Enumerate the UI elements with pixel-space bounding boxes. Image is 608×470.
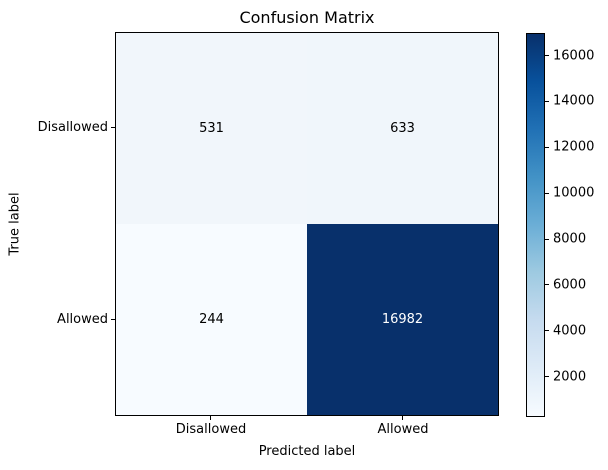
colorbar-tick-mark: [545, 55, 549, 57]
heatmap-cell-true-allowed-pred-allowed: 16982: [307, 224, 498, 415]
colorbar-tick-label: 16000: [553, 48, 595, 64]
y-axis-label: True label: [7, 192, 23, 256]
x-tick-mark: [210, 416, 211, 420]
colorbar-tick-label: 6000: [553, 277, 587, 293]
heatmap-cell-true-disallowed-pred-allowed: 633: [307, 33, 498, 224]
colorbar-tick-mark: [545, 330, 549, 332]
heatmap-cell-true-allowed-pred-disallowed: 244: [116, 224, 307, 415]
colorbar-tick-mark: [545, 284, 549, 286]
colorbar-tick-label: 12000: [553, 139, 595, 155]
chart-title: Confusion Matrix: [239, 8, 375, 27]
x-axis-label: Predicted label: [258, 444, 356, 459]
y-tick-mark: [111, 319, 115, 320]
colorbar-tick-mark: [545, 192, 549, 194]
colorbar-gradient: [526, 33, 545, 417]
colorbar-tick-label: 4000: [553, 323, 587, 339]
colorbar-tick-mark: [545, 376, 549, 378]
colorbar-tick-label: 10000: [553, 185, 595, 201]
colorbar-tick-label: 8000: [553, 231, 587, 247]
colorbar-tick-mark: [545, 146, 549, 148]
colorbar-tick-mark: [545, 100, 549, 102]
x-tick-mark: [402, 416, 403, 420]
y-tick-label-allowed: Allowed: [57, 312, 108, 327]
heatmap-plot-area: 531 633 244 16982: [115, 32, 499, 416]
y-tick-mark: [111, 127, 115, 128]
colorbar-tick-label: 14000: [553, 93, 595, 109]
x-tick-label-allowed: Allowed: [377, 422, 429, 437]
y-tick-label-disallowed: Disallowed: [37, 120, 108, 135]
colorbar-tick-mark: [545, 238, 549, 240]
heatmap-cell-true-disallowed-pred-disallowed: 531: [116, 33, 307, 224]
x-tick-label-disallowed: Disallowed: [175, 422, 247, 437]
colorbar-ticks: 2000 4000 6000 8000 10000 12000 14000 16000: [545, 33, 605, 417]
colorbar-tick-label: 2000: [553, 369, 587, 385]
